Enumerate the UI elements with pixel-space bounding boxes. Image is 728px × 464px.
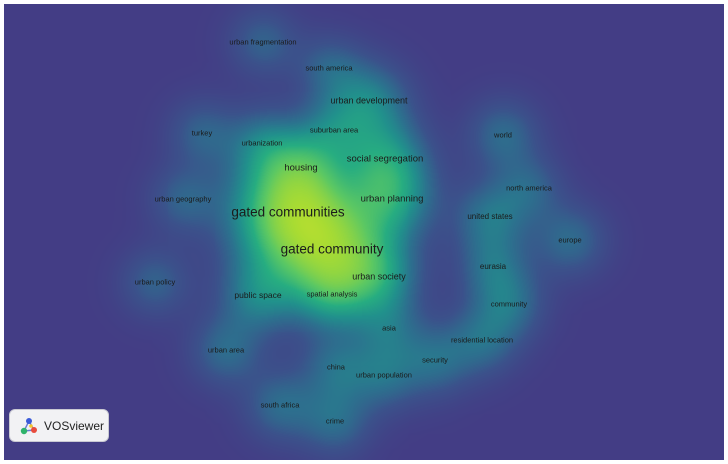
term-china[interactable]: china	[327, 362, 345, 372]
term-urbanization[interactable]: urbanization	[241, 138, 283, 148]
term-public-space[interactable]: public space	[234, 289, 282, 300]
term-urban-fragmentation[interactable]: urban fragmentation	[229, 37, 297, 47]
term-community[interactable]: community	[490, 299, 528, 309]
term-crime[interactable]: crime	[325, 416, 345, 426]
app-name: VOSviewer	[44, 418, 105, 433]
term-united-states[interactable]: united states	[467, 212, 513, 221]
term-south-africa[interactable]: south africa	[260, 400, 300, 410]
term-gated-community[interactable]: gated community	[280, 241, 384, 257]
term-spatial-analysis[interactable]: spatial analysis	[306, 289, 358, 299]
term-security[interactable]: security	[422, 355, 448, 365]
term-urban-geography[interactable]: urban geography	[154, 194, 212, 204]
term-world[interactable]: world	[494, 130, 512, 140]
term-urban-area[interactable]: urban area	[207, 345, 245, 355]
term-turkey[interactable]: turkey	[191, 128, 213, 138]
density-map-canvas[interactable]: urban fragmentation south america urban de…	[4, 4, 724, 460]
term-urban-society[interactable]: urban society	[352, 271, 406, 282]
term-eurasia[interactable]: eurasia	[479, 262, 507, 271]
term-residential-location[interactable]: residential location	[450, 335, 514, 345]
density-heatmap	[4, 4, 724, 460]
term-suburban-area[interactable]: suburban area	[309, 125, 359, 135]
vosviewer-logo-icon	[20, 417, 37, 434]
vosviewer-badge[interactable]: VOSviewer	[9, 409, 109, 442]
term-urban-planning[interactable]: urban planning	[360, 193, 424, 205]
term-asia[interactable]: asia	[382, 323, 396, 333]
term-housing[interactable]: housing	[284, 162, 318, 174]
term-europe[interactable]: europe	[558, 235, 582, 245]
term-south-america[interactable]: south america	[305, 63, 353, 73]
term-urban-policy[interactable]: urban policy	[134, 277, 176, 287]
term-urban-population[interactable]: urban population	[356, 370, 412, 380]
term-north-america[interactable]: north america	[506, 183, 552, 193]
term-urban-development[interactable]: urban development	[330, 95, 408, 106]
term-gated-communities[interactable]: gated communities	[231, 204, 345, 220]
term-social-segregation[interactable]: social segregation	[346, 153, 424, 165]
